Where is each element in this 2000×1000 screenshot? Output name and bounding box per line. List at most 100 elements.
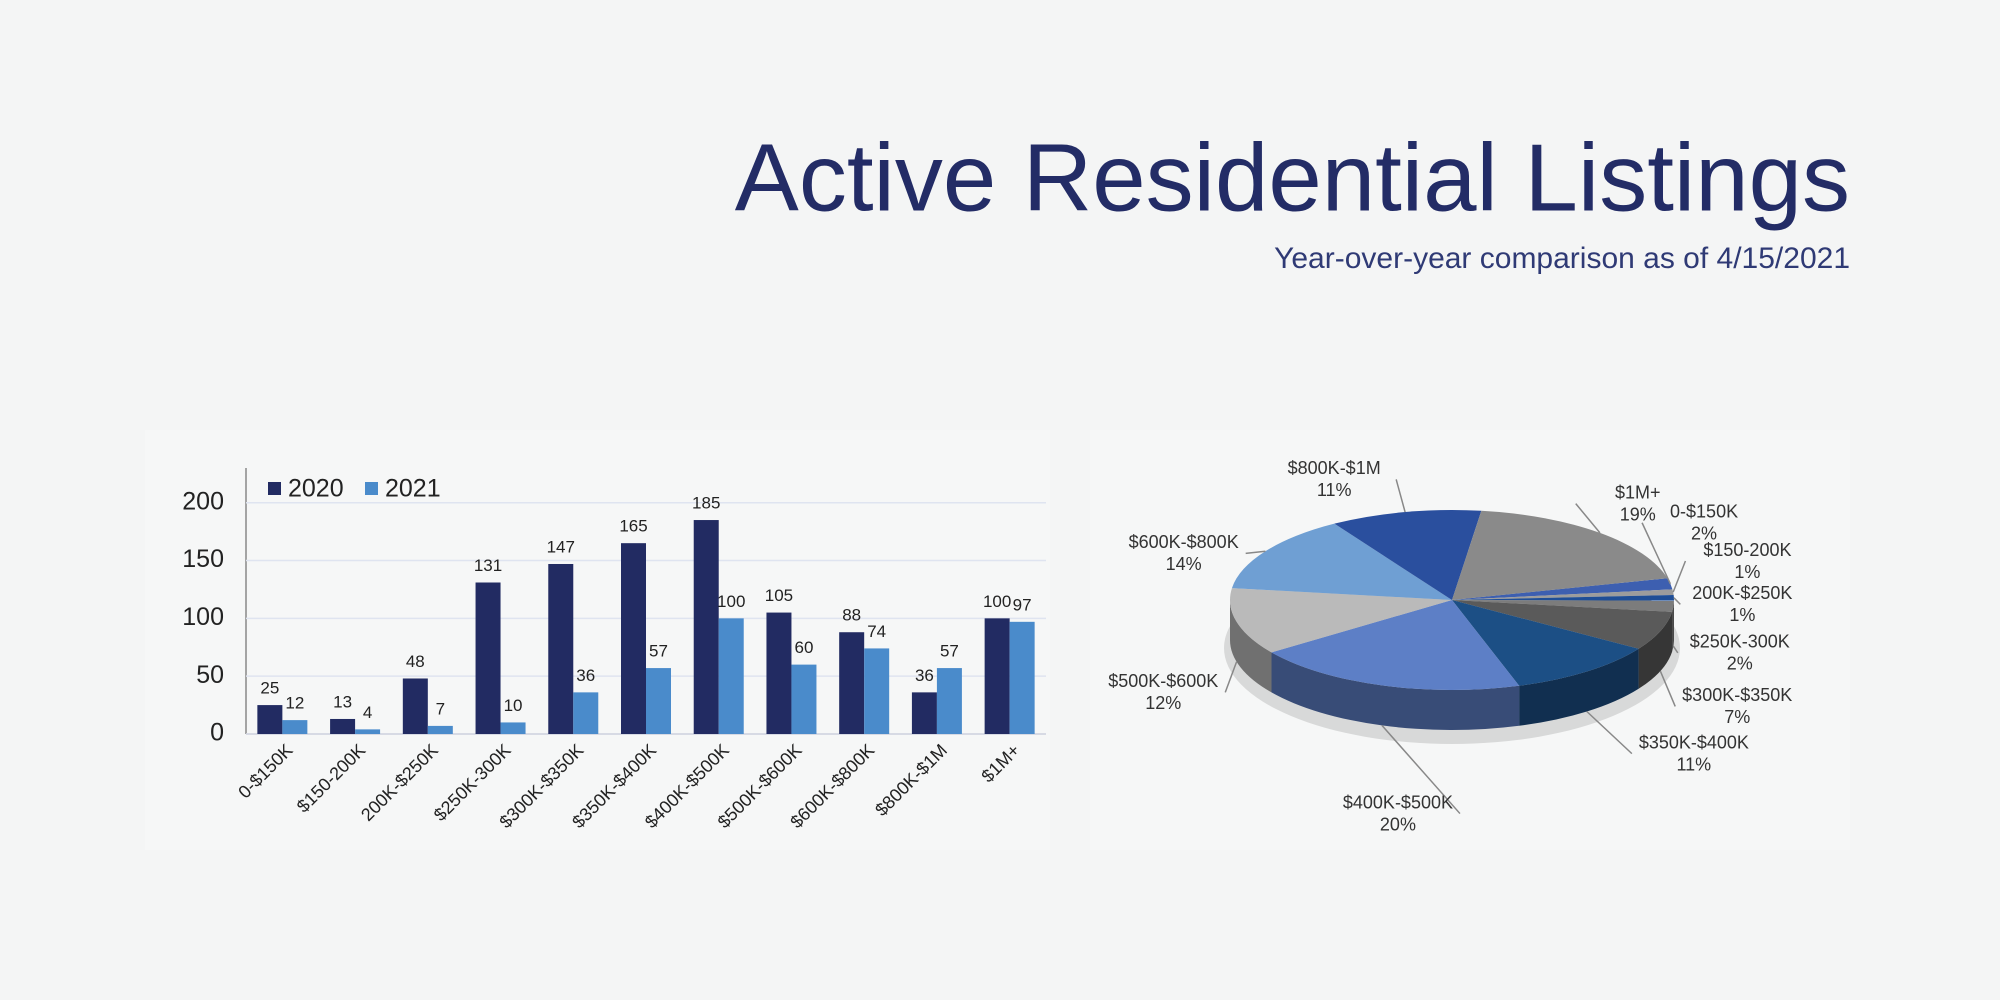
pie-category-label: $600K-$800K xyxy=(1129,532,1239,552)
bar xyxy=(573,692,599,734)
leader-line xyxy=(1673,597,1681,605)
bar xyxy=(766,612,792,734)
pie-value-label: 1% xyxy=(1734,562,1760,582)
pie-value-label: 1% xyxy=(1729,605,1755,625)
bar xyxy=(621,543,646,734)
slice-side xyxy=(1271,652,1520,731)
legend-label: 2020 xyxy=(288,475,344,503)
leader-line xyxy=(1245,550,1266,555)
bar xyxy=(646,668,671,734)
leader-line xyxy=(1381,724,1461,815)
slice xyxy=(1230,588,1452,653)
slice xyxy=(1334,510,1482,600)
page-title: Active Residential Listings xyxy=(735,124,1850,231)
data-label: 36 xyxy=(915,666,934,685)
leader-line xyxy=(1575,503,1601,534)
data-label: 13 xyxy=(333,692,352,711)
y-tick-label: 0 xyxy=(210,719,224,747)
data-label: 25 xyxy=(260,679,279,698)
slice xyxy=(1271,600,1520,690)
pie-category-label: $800K-$1M xyxy=(1288,458,1381,478)
slice-side xyxy=(1230,600,1272,693)
pie-value-label: 11% xyxy=(1317,480,1352,500)
slice-side xyxy=(1519,648,1639,726)
data-label: 131 xyxy=(474,556,502,575)
bar xyxy=(936,668,962,734)
slice-side xyxy=(1638,611,1673,689)
data-label: 74 xyxy=(867,622,886,641)
bar xyxy=(330,718,356,734)
slice xyxy=(1452,600,1673,649)
data-label: 4 xyxy=(363,703,372,722)
leader-line xyxy=(1672,645,1679,654)
pie-category-label: 200K-$250K xyxy=(1692,583,1792,603)
data-label: 60 xyxy=(794,638,813,657)
pie-value-label: 2% xyxy=(1691,524,1717,544)
pie-category-label: $400K-$500K xyxy=(1343,792,1453,812)
data-label: 48 xyxy=(406,652,425,671)
bar xyxy=(693,520,719,734)
leader-line xyxy=(1395,479,1406,513)
pie-category-label: $500K-$600K xyxy=(1108,671,1218,691)
legend-label: 2021 xyxy=(385,475,441,503)
data-label: 185 xyxy=(692,494,720,513)
slice xyxy=(1452,600,1674,612)
bar xyxy=(911,692,937,734)
slice xyxy=(1231,523,1452,600)
data-label: 105 xyxy=(765,586,793,605)
pie-category-label: 0-$150K xyxy=(1670,502,1738,522)
y-tick-label: 200 xyxy=(182,487,224,515)
data-label: 7 xyxy=(436,699,445,718)
data-label: 57 xyxy=(649,642,668,661)
pie-value-label: 2% xyxy=(1727,654,1753,674)
page-subtitle: Year-over-year comparison as of 4/15/202… xyxy=(1274,242,1850,275)
bar xyxy=(791,664,817,734)
leader-line xyxy=(1659,670,1676,707)
bar xyxy=(864,648,890,734)
bar xyxy=(1009,621,1035,734)
data-label: 57 xyxy=(940,642,959,661)
pie-value-label: 19% xyxy=(1620,504,1656,524)
bar xyxy=(500,722,526,734)
slice xyxy=(1452,589,1674,600)
pie-value-label: 14% xyxy=(1166,554,1202,574)
leader-line xyxy=(1672,560,1687,593)
pie-value-label: 12% xyxy=(1145,693,1181,713)
slice xyxy=(1452,578,1673,600)
data-label: 147 xyxy=(547,537,575,556)
bar xyxy=(402,678,428,734)
leader-line xyxy=(1224,661,1238,693)
pie-category-label: $350K-$400K xyxy=(1639,732,1749,752)
data-label: 100 xyxy=(983,592,1011,611)
data-label: 97 xyxy=(1013,595,1032,614)
bar xyxy=(984,618,1010,734)
pie-category-label: $250K-300K xyxy=(1690,632,1790,652)
leader-line xyxy=(1586,710,1633,755)
y-tick-label: 150 xyxy=(182,545,224,573)
slice-side xyxy=(1672,600,1674,652)
bar xyxy=(427,725,453,734)
slice xyxy=(1452,600,1639,686)
legend-swatch xyxy=(268,482,281,495)
slice xyxy=(1452,594,1675,601)
pie-category-label: $150-200K xyxy=(1703,540,1791,560)
y-tick-label: 50 xyxy=(196,661,224,689)
pie-value-label: 11% xyxy=(1677,754,1712,774)
data-label: 12 xyxy=(285,694,304,713)
data-label: 88 xyxy=(842,606,861,625)
data-label: 100 xyxy=(717,592,745,611)
bar xyxy=(839,632,865,734)
pie-value-label: 7% xyxy=(1724,707,1750,727)
legend-swatch xyxy=(365,482,378,495)
bar xyxy=(718,618,744,734)
leader-line xyxy=(1641,522,1672,585)
bar xyxy=(257,705,283,734)
slice xyxy=(1452,510,1668,600)
data-label: 36 xyxy=(576,666,595,685)
bar xyxy=(282,720,308,734)
data-label: 10 xyxy=(504,696,523,715)
data-label: 165 xyxy=(619,517,647,536)
bar-panel xyxy=(145,430,1050,850)
bar xyxy=(548,563,574,734)
